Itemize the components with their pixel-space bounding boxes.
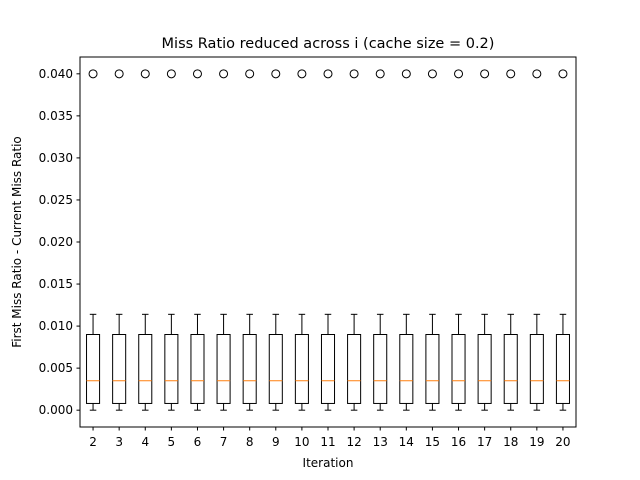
x-axis-title: Iteration bbox=[303, 456, 354, 470]
outlier-12-0 bbox=[349, 69, 359, 79]
outlier-16-0 bbox=[454, 69, 464, 79]
box-3 bbox=[112, 334, 127, 404]
x-tick-label-10: 12 bbox=[346, 435, 361, 449]
x-tick-label-3: 5 bbox=[168, 435, 176, 449]
box-16 bbox=[451, 334, 466, 404]
x-tick-label-2: 4 bbox=[141, 435, 149, 449]
box-14 bbox=[399, 334, 414, 404]
y-tick-label-2: 0.010 bbox=[39, 319, 73, 333]
x-tick-label-5: 7 bbox=[220, 435, 228, 449]
box-10 bbox=[294, 334, 309, 404]
x-tick-label-4: 6 bbox=[194, 435, 202, 449]
box-6 bbox=[190, 334, 205, 404]
outlier-14-0 bbox=[401, 69, 411, 79]
outlier-11-0 bbox=[323, 69, 333, 79]
outlier-19-0 bbox=[532, 69, 542, 79]
x-tick-label-15: 17 bbox=[477, 435, 492, 449]
outlier-3-0 bbox=[114, 69, 124, 79]
x-tick-label-14: 16 bbox=[451, 435, 466, 449]
box-5 bbox=[164, 334, 179, 404]
outlier-20-0 bbox=[558, 69, 568, 79]
x-tick-label-17: 19 bbox=[529, 435, 544, 449]
y-tick-label-6: 0.030 bbox=[39, 151, 73, 165]
box-18 bbox=[503, 334, 518, 404]
x-tick-label-13: 15 bbox=[425, 435, 440, 449]
x-tick-label-12: 14 bbox=[399, 435, 414, 449]
outlier-18-0 bbox=[506, 69, 516, 79]
outlier-13-0 bbox=[375, 69, 385, 79]
outlier-6-0 bbox=[192, 69, 202, 79]
outlier-5-0 bbox=[166, 69, 176, 79]
box-15 bbox=[425, 334, 440, 404]
box-9 bbox=[268, 334, 283, 404]
box-4 bbox=[138, 334, 153, 404]
box-8 bbox=[242, 334, 257, 404]
x-tick-label-8: 10 bbox=[294, 435, 309, 449]
y-tick-label-7: 0.035 bbox=[39, 109, 73, 123]
x-tick-label-7: 9 bbox=[272, 435, 280, 449]
x-tick-label-18: 20 bbox=[555, 435, 570, 449]
outlier-17-0 bbox=[480, 69, 490, 79]
outlier-7-0 bbox=[219, 69, 229, 79]
box-20 bbox=[555, 334, 570, 404]
y-tick-label-3: 0.015 bbox=[39, 277, 73, 291]
y-tick-label-5: 0.025 bbox=[39, 193, 73, 207]
box-17 bbox=[477, 334, 492, 404]
outlier-9-0 bbox=[271, 69, 281, 79]
box-19 bbox=[529, 334, 544, 404]
outlier-4-0 bbox=[140, 69, 150, 79]
outlier-8-0 bbox=[245, 69, 255, 79]
box-2 bbox=[86, 334, 101, 404]
outlier-15-0 bbox=[427, 69, 437, 79]
y-tick-label-0: 0.000 bbox=[39, 403, 73, 417]
x-tick-label-6: 8 bbox=[246, 435, 254, 449]
box-13 bbox=[373, 334, 388, 404]
outlier-2-0 bbox=[88, 69, 98, 79]
y-tick-label-8: 0.040 bbox=[39, 67, 73, 81]
x-tick-label-11: 13 bbox=[373, 435, 388, 449]
x-tick-label-0: 2 bbox=[89, 435, 97, 449]
y-axis-title: First Miss Ratio - Current Miss Ratio bbox=[10, 136, 24, 348]
y-tick-label-4: 0.020 bbox=[39, 235, 73, 249]
chart-marks: 0.000 0.005 0.010 0.015 0.020 0.025 0.030 0.035… bbox=[39, 67, 571, 449]
outlier-10-0 bbox=[297, 69, 307, 79]
chart-title: Miss Ratio reduced across i (cache size … bbox=[162, 36, 495, 52]
x-tick-label-9: 11 bbox=[320, 435, 335, 449]
y-tick-label-1: 0.005 bbox=[39, 361, 73, 375]
box-7 bbox=[216, 334, 231, 404]
box-11 bbox=[320, 334, 336, 404]
plot-frame bbox=[79, 56, 577, 428]
box-12 bbox=[347, 334, 362, 404]
x-tick-label-16: 18 bbox=[503, 435, 518, 449]
x-tick-label-1: 3 bbox=[115, 435, 123, 449]
